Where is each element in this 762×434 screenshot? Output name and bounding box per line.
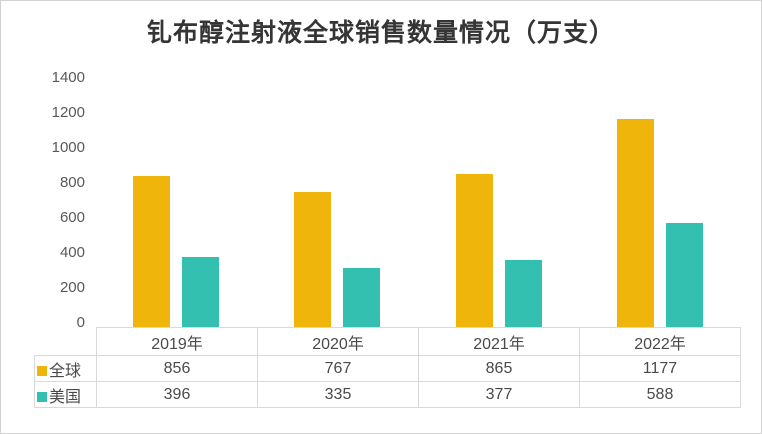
value-global-2022: 1177 bbox=[579, 355, 741, 382]
y-tick-1000: 1000 bbox=[51, 139, 85, 156]
table-corner-cell bbox=[34, 327, 97, 356]
bar-全球-2020年 bbox=[294, 192, 332, 327]
bar-全球-2022年 bbox=[616, 119, 654, 327]
value-global-2019: 856 bbox=[96, 355, 258, 382]
legend-swatch-us-icon bbox=[37, 391, 47, 402]
bar-全球-2021年 bbox=[455, 174, 493, 327]
legend-label-global: 全球 bbox=[49, 362, 82, 380]
table-header-row: 2019年 2020年 2021年 2022年 bbox=[34, 327, 741, 356]
y-axis: 1400 1200 1000 800 600 400 200 0 bbox=[29, 69, 85, 332]
chart-title: 钆布醇注射液全球销售数量情况（万支） bbox=[146, 20, 615, 47]
bar-美国-2022年 bbox=[665, 223, 703, 327]
value-us-2019: 396 bbox=[96, 381, 258, 408]
column-header-2022: 2022年 bbox=[579, 327, 741, 356]
value-global-2021: 865 bbox=[418, 355, 580, 382]
plot-area bbox=[96, 80, 741, 327]
value-global-2020: 767 bbox=[257, 355, 419, 382]
column-header-2021: 2021年 bbox=[418, 327, 580, 356]
bar-全球-2019年 bbox=[133, 176, 170, 327]
y-tick-1400: 1400 bbox=[51, 69, 85, 86]
bar-美国-2019年 bbox=[182, 257, 219, 327]
column-header-2020: 2020年 bbox=[257, 327, 419, 356]
y-tick-400: 400 bbox=[59, 244, 85, 261]
legend-cell-global: 全球 bbox=[34, 355, 97, 382]
value-us-2020: 335 bbox=[257, 381, 419, 408]
data-table: 2019年 2020年 2021年 2022年 全球 856 767 865 1… bbox=[34, 327, 741, 408]
column-header-2019: 2019年 bbox=[96, 327, 258, 356]
value-us-2021: 377 bbox=[418, 381, 580, 408]
y-tick-1200: 1200 bbox=[51, 104, 85, 121]
y-tick-600: 600 bbox=[59, 209, 85, 226]
y-tick-200: 200 bbox=[59, 279, 85, 296]
legend-swatch-global-icon bbox=[37, 365, 47, 376]
bar-美国-2021年 bbox=[504, 260, 542, 327]
table-row-us: 美国 396 335 377 588 bbox=[34, 381, 741, 408]
legend-cell-us: 美国 bbox=[34, 381, 97, 408]
bar-美国-2020年 bbox=[343, 268, 381, 327]
table-row-global: 全球 856 767 865 1177 bbox=[34, 355, 741, 382]
y-tick-800: 800 bbox=[59, 174, 85, 191]
legend-label-us: 美国 bbox=[49, 388, 82, 406]
value-us-2022: 588 bbox=[579, 381, 741, 408]
y-tick-0: 0 bbox=[76, 314, 85, 331]
